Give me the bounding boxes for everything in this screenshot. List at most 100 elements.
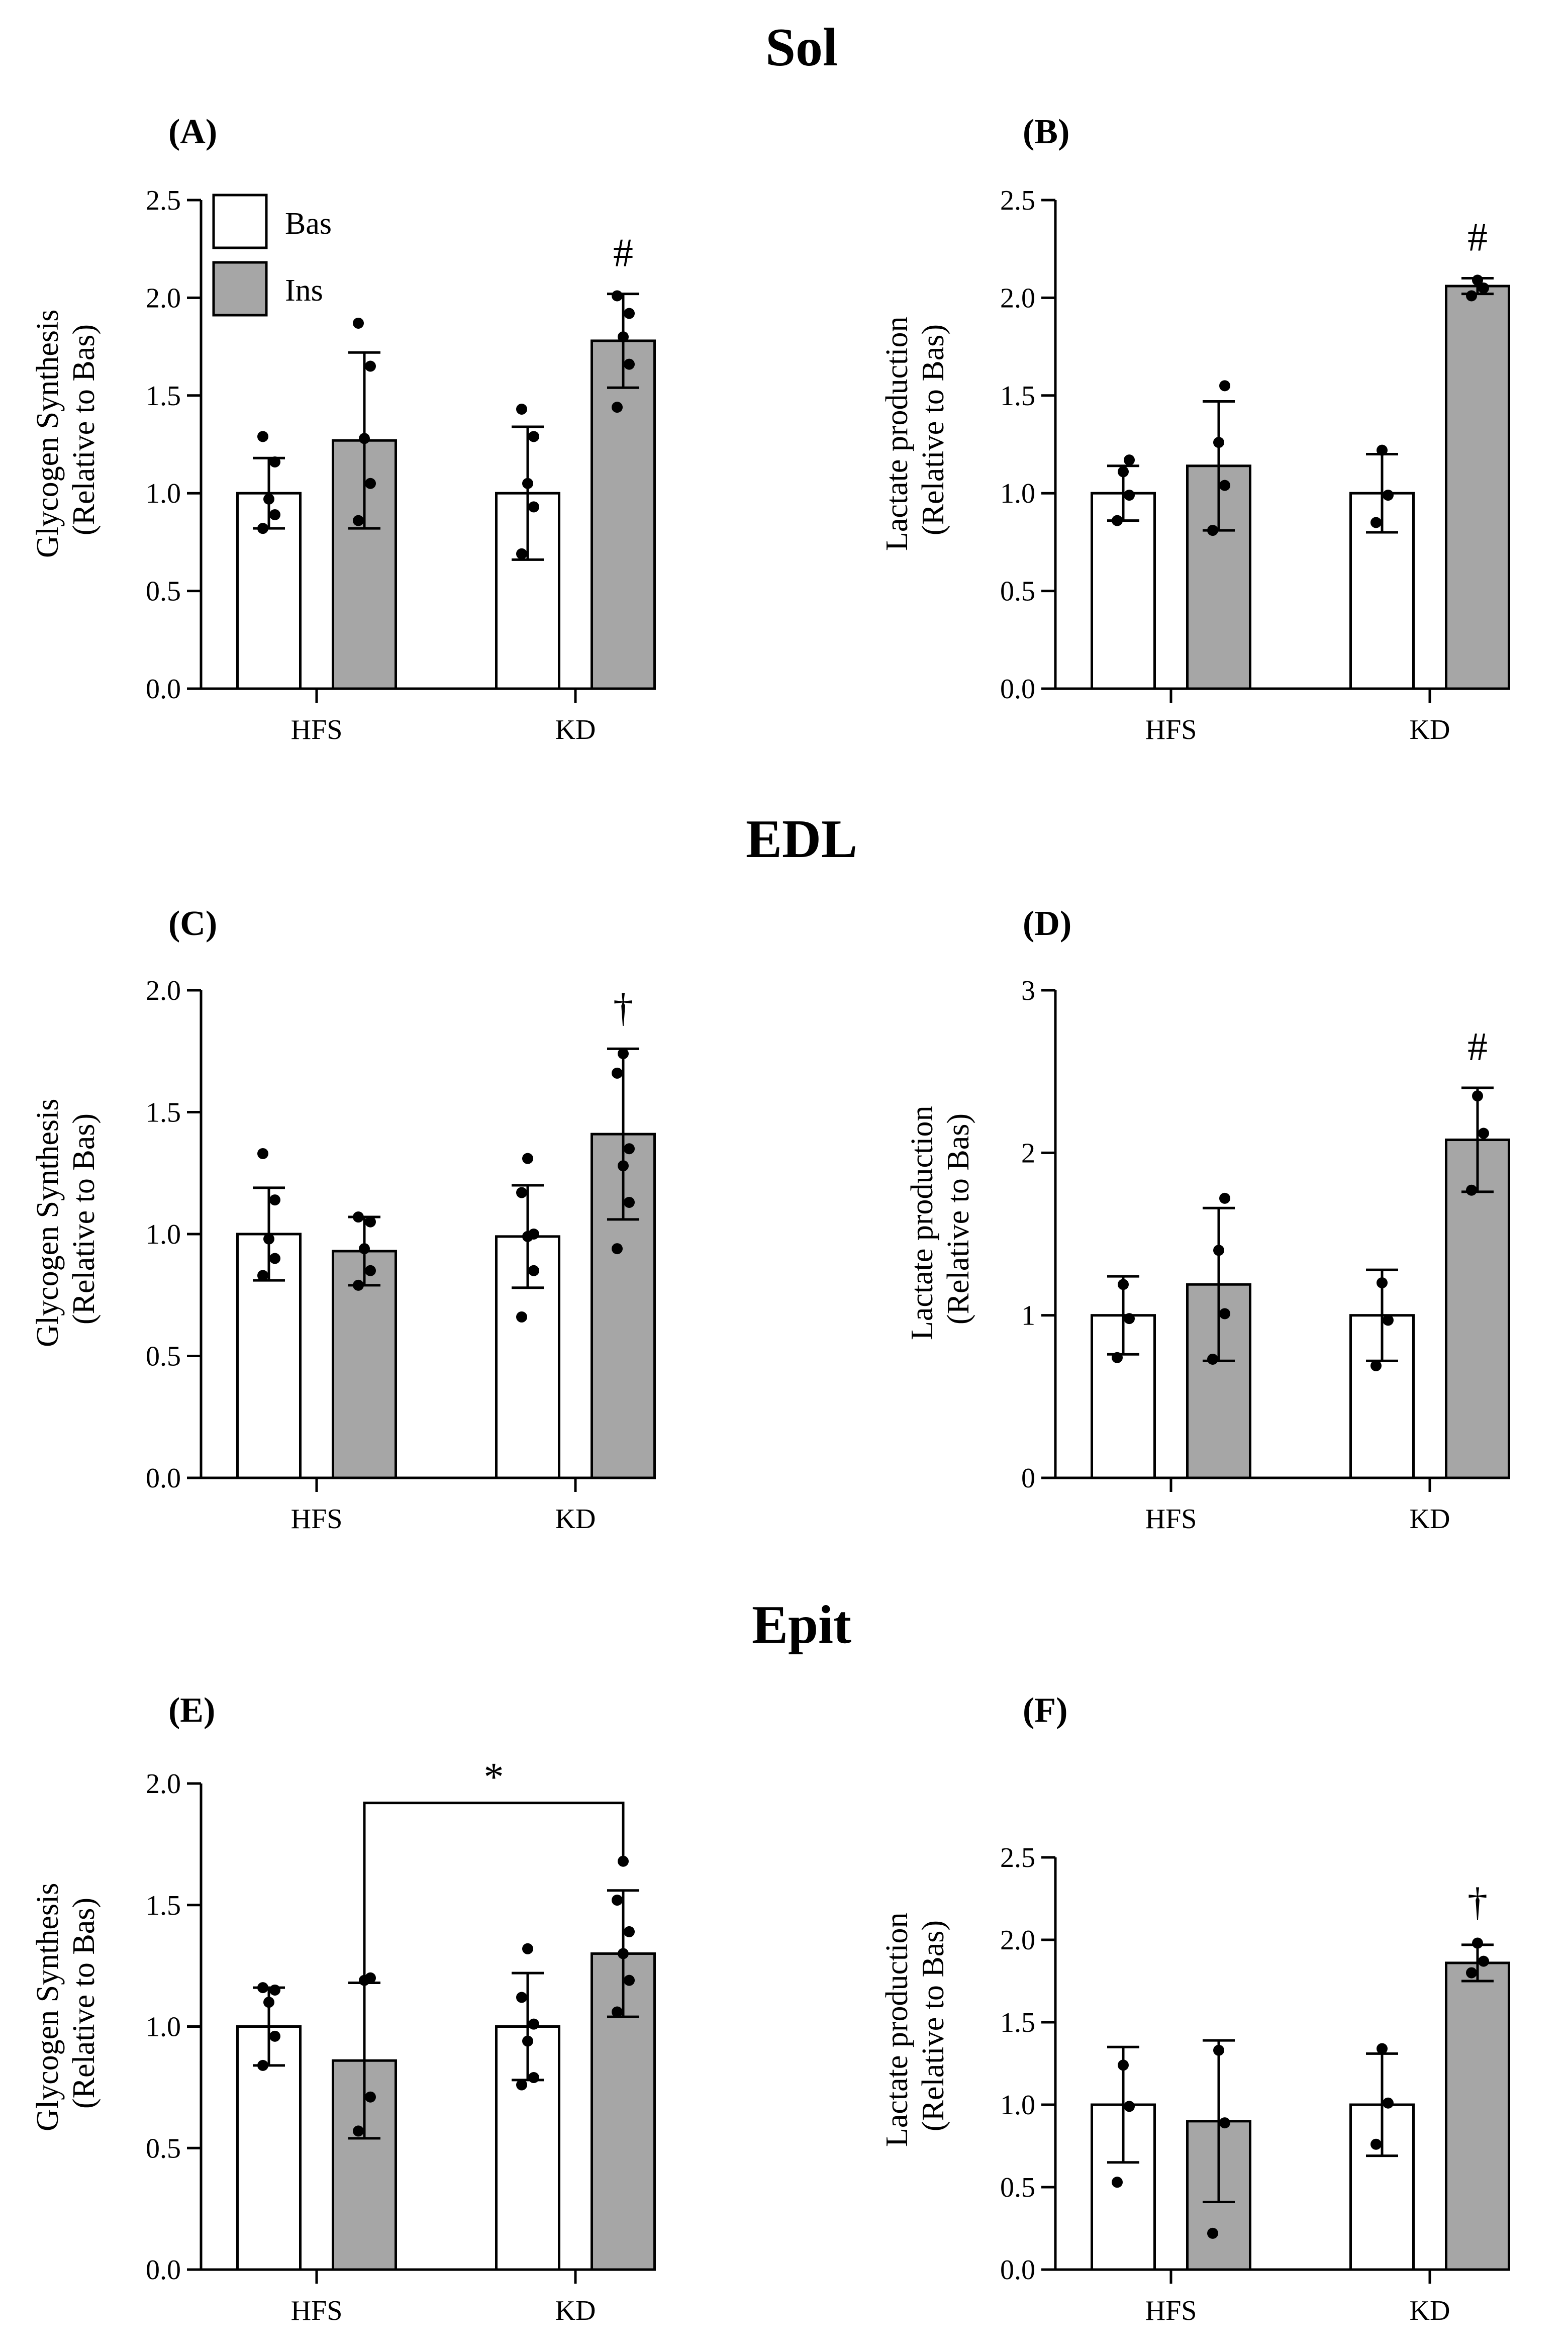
data-point: [1472, 1090, 1483, 1102]
panel-label: (A): [168, 113, 217, 151]
data-point: [612, 1243, 623, 1255]
y-tick-label: 1.5: [146, 381, 181, 412]
plot-area: 0.0 0.5 1.0 1.5 2.0 2.5 HFS KD #: [146, 185, 656, 745]
data-point: [1466, 290, 1477, 302]
y-tick-label: 1: [1021, 1300, 1035, 1332]
data-point: [365, 2091, 376, 2103]
bar-ins-kd: [591, 339, 656, 690]
data-point: [624, 358, 635, 370]
y-tick-label: 2.5: [1000, 185, 1035, 216]
data-point: [1213, 1245, 1224, 1256]
significance-mark: †: [1467, 1881, 1488, 1925]
data-point: [612, 290, 623, 302]
data-point: [365, 360, 376, 372]
panel-label: (B): [1023, 113, 1069, 151]
data-point: [1478, 282, 1489, 294]
x-tick-label: KD: [1410, 2295, 1450, 2326]
data-point: [1466, 1184, 1477, 1196]
y-tick-label: 1.0: [1000, 2090, 1035, 2121]
data-point: [528, 1229, 539, 1240]
panel-f: (F) Lactate production (Relative to Bas)…: [880, 1691, 1510, 2326]
data-point: [1213, 2044, 1224, 2056]
data-point: [1207, 1353, 1218, 1365]
y-tick-label: 0.0: [1000, 674, 1035, 705]
y-axis-label: Glycogen Synthesis (Relative to Bas): [31, 302, 101, 558]
panel-label: (C): [168, 904, 217, 943]
y-axis-label: Lactate production (Relative to Bas): [905, 1098, 975, 1340]
data-point: [612, 402, 623, 413]
data-point: [1472, 1937, 1483, 1949]
data-point: [257, 1270, 268, 1281]
data-point: [353, 1279, 364, 1291]
y-tick-label: 1.5: [1000, 381, 1035, 412]
bar-bas-hfs: [1091, 492, 1156, 690]
y-axis-label-line2: (Relative to Bas): [916, 1920, 950, 2131]
y-tick-label: 1.5: [146, 1097, 181, 1129]
data-point: [1118, 1279, 1129, 1290]
y-tick-label: 3: [1021, 975, 1035, 1006]
data-point: [359, 433, 370, 444]
y-tick-label: 1.0: [1000, 478, 1035, 509]
y-axis-label-line1: Glycogen Synthesis: [31, 1883, 65, 2131]
y-tick-label: 0.0: [146, 1463, 181, 1494]
y-tick-label: 2.0: [146, 975, 181, 1006]
data-point: [618, 331, 629, 343]
y-tick-label: 0: [1021, 1463, 1035, 1494]
bar-ins-kd: [1445, 285, 1510, 690]
y-tick-label: 1.0: [146, 2012, 181, 2043]
data-point: [1370, 517, 1382, 528]
data-point: [365, 1265, 376, 1276]
data-point: [624, 308, 635, 319]
y-axis-label-line1: Glycogen Synthesis: [31, 1099, 65, 1347]
data-point: [1472, 274, 1483, 286]
y-axis-label-line2: (Relative to Bas): [67, 1898, 101, 2109]
panel-label: (F): [1023, 1691, 1067, 1730]
data-point: [1377, 1277, 1388, 1288]
data-point: [1219, 380, 1230, 392]
data-point: [263, 1233, 274, 1245]
data-point: [1124, 490, 1135, 501]
x-tick-label: KD: [555, 2295, 596, 2326]
y-tick-label: 0.5: [146, 1341, 181, 1372]
data-point: [516, 2079, 527, 2091]
x-tick-label: KD: [1410, 1504, 1450, 1535]
data-point: [353, 1211, 364, 1223]
significance-mark: *: [484, 1755, 504, 1800]
legend-swatch-ins: [212, 261, 268, 317]
data-point: [257, 2059, 268, 2071]
data-point: [624, 1975, 635, 1986]
data-point: [1124, 2101, 1135, 2112]
data-point: [522, 478, 533, 489]
data-point: [269, 1253, 280, 1264]
section-title-epit: Epit: [752, 1595, 851, 1655]
data-point: [1219, 480, 1230, 491]
data-point: [365, 478, 376, 489]
data-point: [528, 501, 539, 513]
data-point: [365, 1216, 376, 1228]
panel-c: (C) Glycogen Synthesis (Relative to Bas)…: [31, 904, 656, 1535]
bar-bas-hfs: [1091, 1314, 1156, 1479]
significance-mark: #: [613, 231, 633, 275]
data-point: [257, 431, 268, 442]
y-axis-label: Lactate production (Relative to Bas): [880, 309, 950, 551]
y-tick-label: 0.5: [1000, 2172, 1035, 2203]
data-point: [353, 2125, 364, 2137]
y-tick-label: 2.5: [1000, 1842, 1035, 1873]
data-point: [353, 515, 364, 526]
y-axis-label-line1: Lactate production: [880, 316, 914, 551]
y-axis-label-line1: Lactate production: [880, 1912, 914, 2147]
data-point: [1118, 466, 1129, 478]
significance-mark: #: [1467, 1025, 1488, 1069]
data-point: [618, 1160, 629, 1172]
y-axis-label-line2: (Relative to Bas): [67, 1113, 101, 1325]
panel-label: (E): [168, 1691, 215, 1730]
panel-b: (B) Lactate production (Relative to Bas)…: [880, 113, 1510, 745]
y-tick-label: 1.5: [146, 1890, 181, 1921]
y-axis-label-line2: (Relative to Bas): [941, 1113, 975, 1325]
y-tick-label: 1.5: [1000, 2007, 1035, 2038]
data-point: [516, 548, 527, 559]
data-point: [618, 1948, 629, 1959]
data-point: [1466, 1967, 1477, 1979]
y-axis-label-line2: (Relative to Bas): [67, 324, 101, 535]
